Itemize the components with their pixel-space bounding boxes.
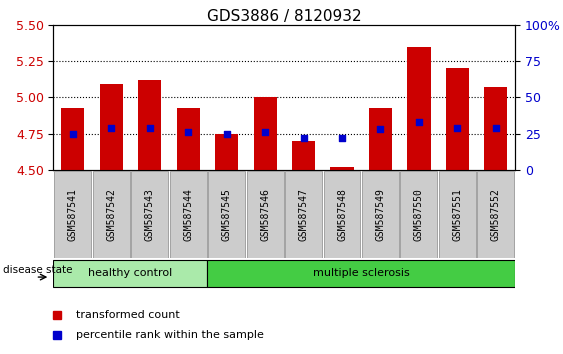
Text: GSM587551: GSM587551 (453, 188, 462, 241)
Point (261, 129, 270, 135)
FancyBboxPatch shape (362, 171, 399, 257)
Text: GSM587546: GSM587546 (260, 188, 270, 241)
Point (145, 125, 154, 131)
Bar (215, 133, 238, 170)
Point (414, 119, 423, 125)
Text: transformed count: transformed count (76, 310, 180, 320)
Text: GSM587547: GSM587547 (298, 188, 309, 241)
Point (491, 125, 501, 131)
Bar (61, 108, 84, 170)
Bar (100, 84, 123, 170)
Text: GSM587542: GSM587542 (106, 188, 116, 241)
Text: multiple sclerosis: multiple sclerosis (313, 268, 410, 278)
FancyBboxPatch shape (439, 171, 476, 257)
Text: GSM587549: GSM587549 (376, 188, 386, 241)
Bar (207, 260, 515, 287)
Point (376, 126, 385, 132)
Bar (484, 87, 507, 170)
Point (337, 135, 346, 141)
Text: GSM587543: GSM587543 (145, 188, 155, 241)
FancyBboxPatch shape (54, 171, 91, 257)
FancyBboxPatch shape (285, 171, 322, 257)
FancyBboxPatch shape (169, 171, 207, 257)
Text: GSM587548: GSM587548 (337, 188, 347, 241)
Bar (292, 141, 315, 170)
Bar (253, 97, 276, 170)
Bar (330, 167, 354, 170)
Bar (177, 108, 200, 170)
Bar (369, 108, 392, 170)
Point (184, 129, 193, 135)
Point (453, 125, 462, 131)
Point (299, 135, 308, 141)
FancyBboxPatch shape (324, 171, 360, 257)
Bar (53, 260, 207, 287)
FancyBboxPatch shape (400, 171, 437, 257)
FancyBboxPatch shape (247, 171, 284, 257)
Point (222, 131, 231, 136)
Text: GSM587552: GSM587552 (491, 188, 501, 241)
Text: GSM587550: GSM587550 (414, 188, 424, 241)
Bar (138, 80, 161, 170)
Bar (446, 68, 469, 170)
Text: GSM587544: GSM587544 (183, 188, 193, 241)
Text: healthy control: healthy control (88, 268, 172, 278)
Title: GDS3886 / 8120932: GDS3886 / 8120932 (207, 8, 361, 24)
FancyBboxPatch shape (131, 171, 168, 257)
FancyBboxPatch shape (477, 171, 515, 257)
FancyBboxPatch shape (93, 171, 129, 257)
Point (107, 125, 116, 131)
Text: disease state: disease state (3, 266, 73, 275)
FancyBboxPatch shape (208, 171, 245, 257)
Text: GSM587545: GSM587545 (222, 188, 231, 241)
Text: percentile rank within the sample: percentile rank within the sample (76, 330, 264, 339)
Text: GSM587541: GSM587541 (68, 188, 78, 241)
Point (68, 131, 77, 136)
Bar (408, 46, 431, 170)
